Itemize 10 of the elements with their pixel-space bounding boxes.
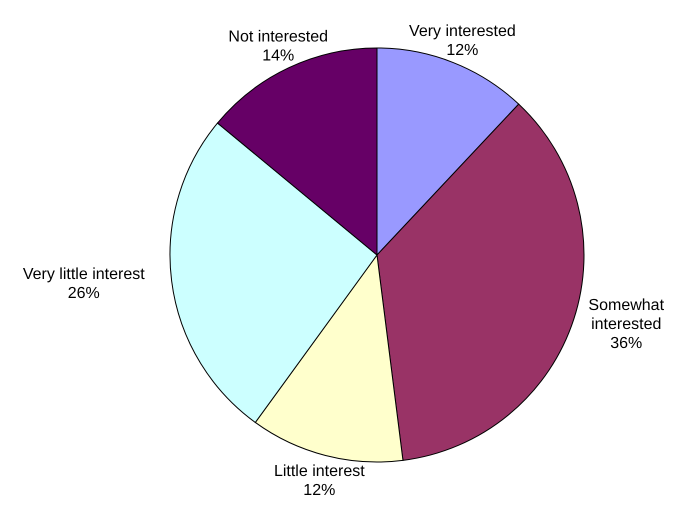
slice-label: Somewhat interested	[588, 296, 665, 333]
slice-label: Little interest	[274, 463, 366, 480]
slice-label: Very interested	[409, 22, 516, 40]
slice-label: Not interested	[228, 28, 328, 46]
data-label: 12%	[446, 42, 478, 59]
data-label: 36%	[610, 334, 642, 352]
data-label: 14%	[262, 48, 294, 65]
slice-label: Very little interest	[22, 266, 146, 284]
data-label: 26%	[68, 285, 100, 302]
data-label: 12%	[303, 482, 336, 500]
